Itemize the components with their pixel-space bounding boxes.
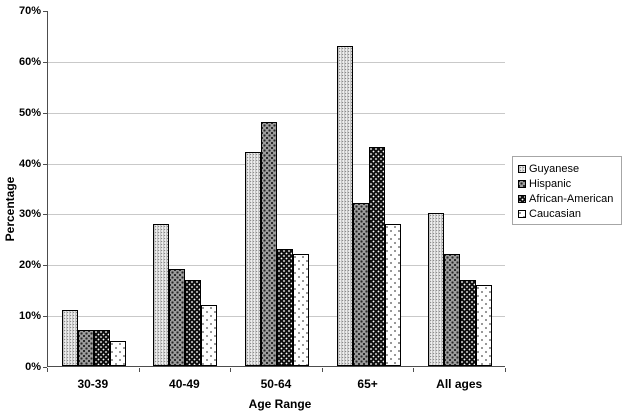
x-axis-tick bbox=[413, 368, 415, 372]
bar-guyanese-65- bbox=[336, 45, 353, 366]
y-axis-tick bbox=[43, 112, 47, 114]
y-tick-label: 10% bbox=[18, 310, 41, 323]
legend-label-guyanese: Guyanese bbox=[529, 162, 580, 175]
bar-african-american-65- bbox=[368, 147, 385, 366]
category-label-50-64: 50-64 bbox=[260, 377, 292, 391]
legend-swatch-guyanese bbox=[518, 164, 526, 173]
bar-hispanic-40-49 bbox=[169, 269, 186, 366]
bar-african-american-50-64 bbox=[277, 249, 293, 366]
bar-hispanic-50-64 bbox=[261, 121, 277, 366]
plot-area bbox=[47, 11, 505, 367]
y-axis-tick bbox=[43, 214, 47, 216]
legend-swatch-caucasian bbox=[518, 209, 526, 218]
bar-hispanic-30-39 bbox=[77, 330, 94, 366]
y-tick-label: 30% bbox=[18, 208, 41, 221]
y-axis-tick bbox=[43, 265, 47, 267]
y-axis-tick bbox=[43, 367, 47, 368]
y-axis-title: Percentage bbox=[3, 176, 17, 242]
y-tick-label: 20% bbox=[18, 259, 41, 272]
bar-guyanese-50-64 bbox=[245, 152, 261, 366]
bar-guyanese-30-39 bbox=[61, 310, 78, 366]
legend-label-hispanic: Hispanic bbox=[529, 177, 572, 190]
bar-guyanese-40-49 bbox=[153, 223, 170, 366]
x-axis-tick bbox=[230, 368, 232, 372]
legend-item-african-american: African-American bbox=[518, 191, 618, 206]
y-axis-tick bbox=[43, 163, 47, 165]
y-axis-tick bbox=[43, 11, 47, 12]
bar-african-american-40-49 bbox=[185, 279, 202, 366]
bar-african-american-all-ages bbox=[460, 279, 477, 366]
x-axis-title: Age Range bbox=[248, 397, 312, 411]
category-label-40-49: 40-49 bbox=[169, 377, 200, 391]
bar-caucasian-40-49 bbox=[201, 304, 218, 366]
bar-hispanic-65- bbox=[352, 203, 369, 366]
y-tick-label: 50% bbox=[18, 106, 41, 119]
legend: Guyanese Hispanic African-American Caucasia… bbox=[512, 156, 622, 225]
bar-african-american-30-39 bbox=[93, 330, 110, 366]
legend-item-hispanic: Hispanic bbox=[518, 176, 618, 191]
bar-guyanese-all-ages bbox=[428, 213, 445, 366]
bar-caucasian-65- bbox=[384, 223, 401, 366]
bar-hispanic-all-ages bbox=[444, 254, 461, 366]
legend-item-caucasian: Caucasian bbox=[518, 206, 618, 221]
x-axis-tick bbox=[47, 368, 48, 372]
legend-label-african-american: African-American bbox=[529, 192, 614, 205]
legend-label-caucasian: Caucasian bbox=[529, 207, 581, 220]
category-label-65-: 65+ bbox=[357, 377, 378, 391]
y-axis-tick bbox=[43, 316, 47, 318]
bar-caucasian-50-64 bbox=[293, 254, 309, 366]
gridline-50 bbox=[48, 112, 505, 114]
y-tick-label: 60% bbox=[18, 55, 41, 68]
legend-swatch-hispanic bbox=[518, 179, 526, 188]
y-tick-label: 0% bbox=[25, 361, 41, 373]
bar-caucasian-30-39 bbox=[109, 340, 126, 366]
y-tick-label: 70% bbox=[18, 5, 41, 17]
y-axis-tick bbox=[43, 61, 47, 63]
y-tick-label: 40% bbox=[18, 157, 41, 170]
x-axis-tick bbox=[505, 368, 506, 372]
category-label-all-ages: All ages bbox=[436, 377, 483, 391]
gridline-60 bbox=[48, 61, 505, 63]
x-axis-tick bbox=[138, 368, 140, 372]
category-label-30-39: 30-39 bbox=[77, 377, 109, 391]
bar-caucasian-all-ages bbox=[476, 284, 493, 366]
legend-item-guyanese: Guyanese bbox=[518, 161, 618, 176]
x-axis-tick bbox=[321, 368, 323, 372]
legend-swatch-african-american bbox=[518, 194, 526, 203]
